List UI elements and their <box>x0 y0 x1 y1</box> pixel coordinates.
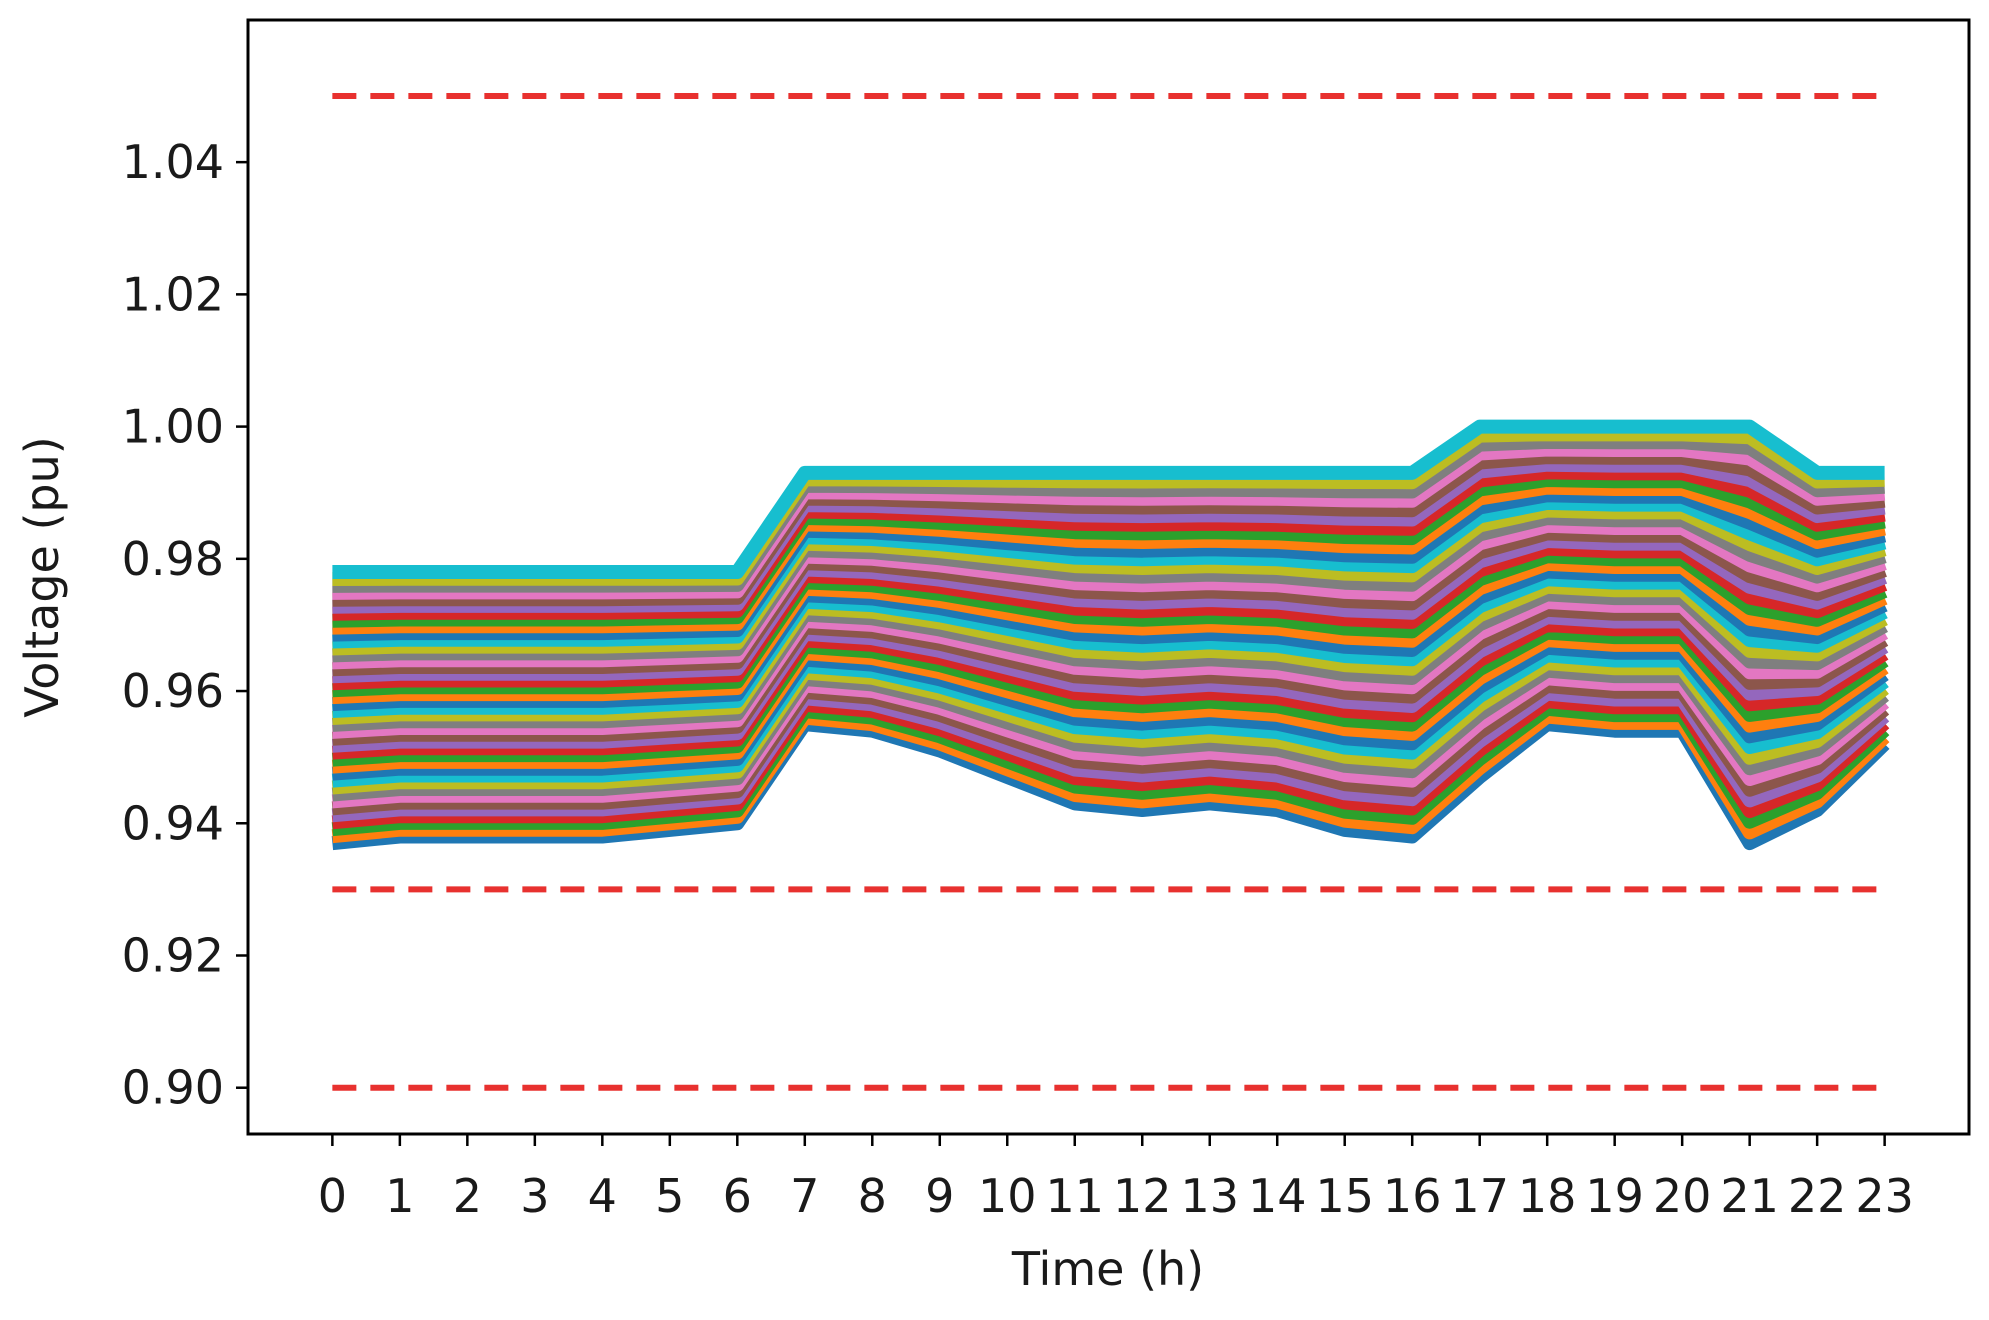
plot-frame <box>246 18 1971 1136</box>
y-tick-label: 0.98 <box>122 532 224 586</box>
x-tick-label: 11 <box>1045 1169 1104 1223</box>
voltage-series-group <box>331 419 1890 851</box>
x-tick-label: 23 <box>1855 1169 1914 1223</box>
x-tick-label: 20 <box>1653 1169 1712 1223</box>
x-tick-label: 22 <box>1788 1169 1847 1223</box>
x-tick-label: 7 <box>790 1169 819 1223</box>
x-tick-label: 9 <box>925 1169 954 1223</box>
x-tick-label: 19 <box>1585 1169 1644 1223</box>
limit-lines-group <box>332 93 1885 1091</box>
x-tick-label: 2 <box>453 1169 482 1223</box>
x-tick-label: 6 <box>723 1169 752 1223</box>
x-tick-label: 4 <box>588 1169 617 1223</box>
y-tick-label: 1.02 <box>122 267 224 321</box>
y-tick-label: 0.96 <box>122 664 224 718</box>
x-tick-label: 0 <box>318 1169 347 1223</box>
y-tick-label: 0.90 <box>122 1061 224 1115</box>
y-axis: 0.90 0.92 0.94 0.96 0.98 1.00 1.02 1.04 <box>122 135 248 1115</box>
y-tick-label: 1.00 <box>122 400 224 454</box>
y-axis-label: Voltage (pu) <box>15 436 69 717</box>
x-tick-label: 17 <box>1450 1169 1509 1223</box>
x-tick-label: 5 <box>655 1169 684 1223</box>
voltage-series-line <box>332 419 1885 579</box>
x-tick-label: 3 <box>520 1169 549 1223</box>
x-axis-label: Time (h) <box>1011 1242 1204 1296</box>
x-tick-label: 18 <box>1518 1169 1577 1223</box>
x-tick-label: 10 <box>978 1169 1037 1223</box>
y-tick-label: 1.04 <box>122 135 224 189</box>
y-tick-label: 0.94 <box>122 796 224 850</box>
x-tick-label: 1 <box>385 1169 414 1223</box>
y-tick-label: 0.92 <box>122 928 224 982</box>
x-tick-label: 21 <box>1720 1169 1779 1223</box>
x-tick-label: 13 <box>1180 1169 1239 1223</box>
x-axis: 0 1 2 3 4 5 6 7 8 9 10 11 12 13 14 15 16 17 18 19 20 21 22 23 <box>318 1134 1914 1223</box>
x-tick-label: 14 <box>1248 1169 1307 1223</box>
x-tick-label: 8 <box>858 1169 887 1223</box>
x-tick-label: 15 <box>1315 1169 1374 1223</box>
x-tick-label: 16 <box>1383 1169 1442 1223</box>
x-tick-label: 12 <box>1113 1169 1172 1223</box>
